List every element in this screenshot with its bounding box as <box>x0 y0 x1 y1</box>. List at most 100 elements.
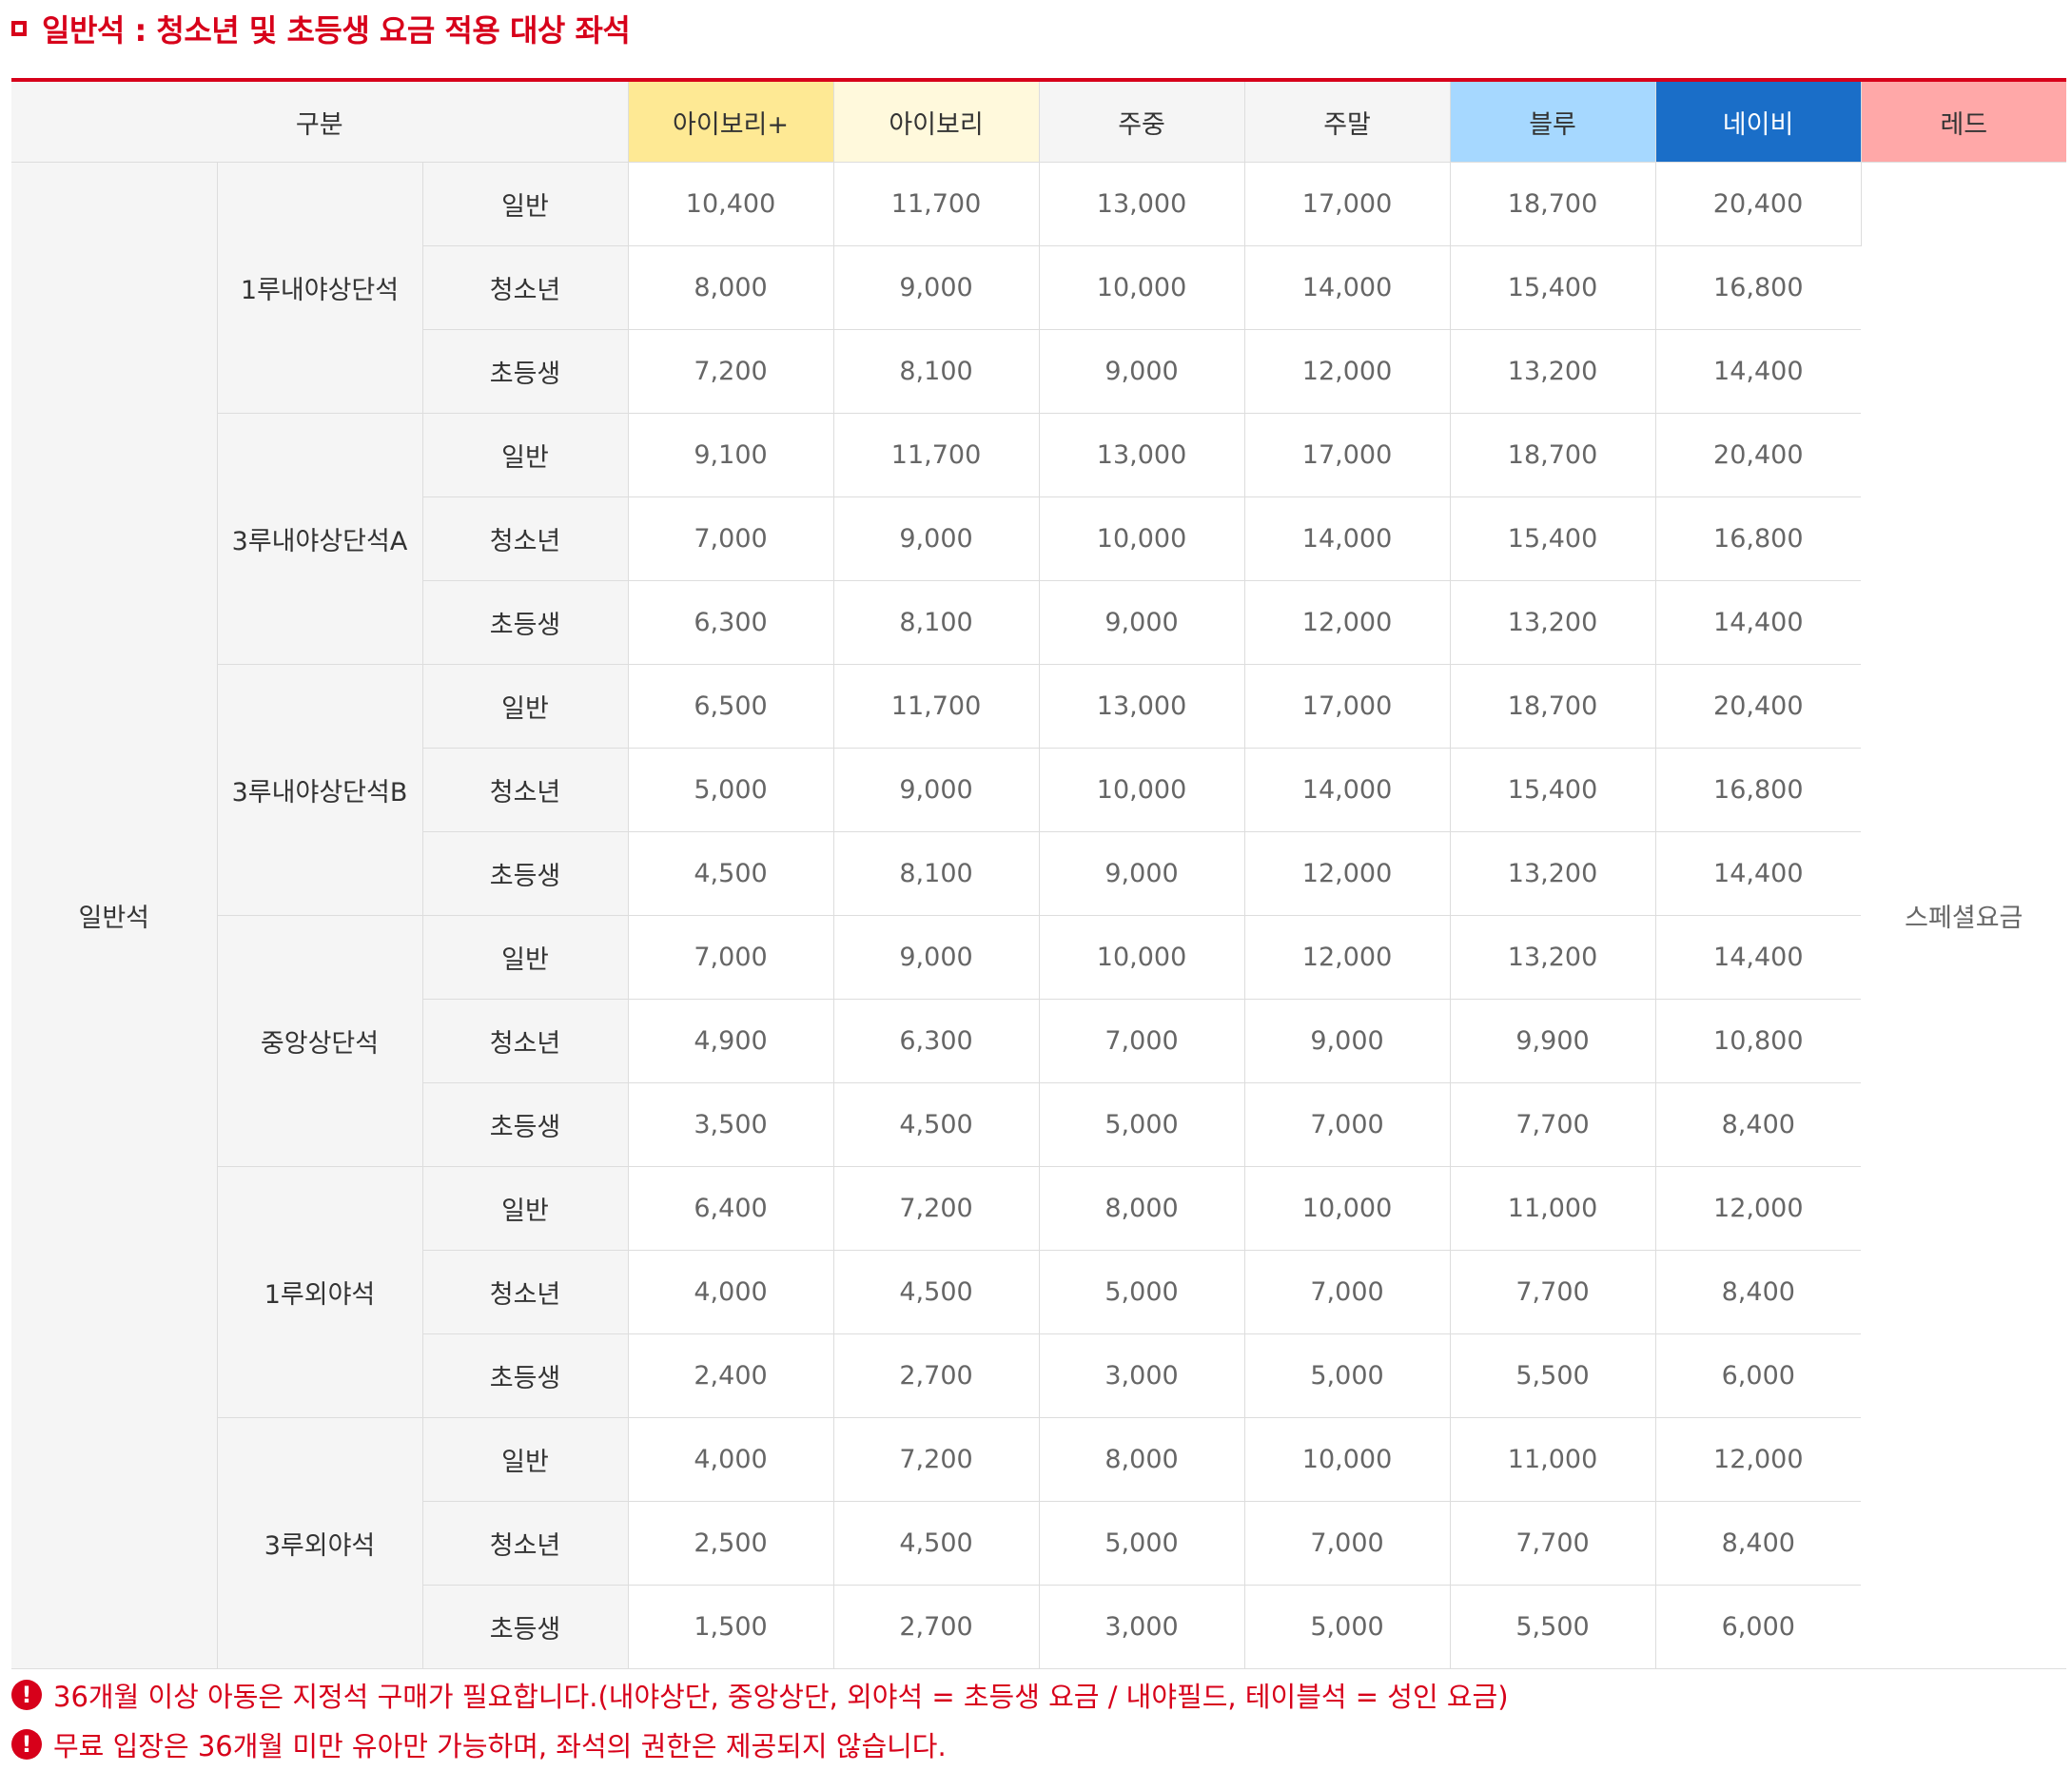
price-cell: 12,000 <box>1655 1417 1862 1502</box>
price-cell: 12,000 <box>1244 329 1451 414</box>
price-cell: 7,700 <box>1450 1250 1656 1334</box>
price-cell: 13,000 <box>1039 664 1245 749</box>
price-cell: 4,500 <box>833 1501 1040 1586</box>
table-row: 3루외야석 일반 4,000 7,200 8,000 10,000 11,000 12,000 <box>11 1417 2066 1669</box>
seat-category: 일반석 <box>11 162 218 1669</box>
ticket-type: 일반 <box>422 1166 629 1251</box>
ticket-type: 청소년 <box>422 496 629 581</box>
ticket-type: 청소년 <box>422 1501 629 1586</box>
price-cell: 5,000 <box>628 748 834 832</box>
price-cell: 10,000 <box>1039 245 1245 330</box>
price-cell: 14,400 <box>1655 915 1862 1000</box>
price-cell: 5,000 <box>1244 1585 1451 1669</box>
ticket-type: 일반 <box>422 1417 629 1502</box>
price-cell: 8,100 <box>833 580 1040 665</box>
price-cell: 15,400 <box>1450 245 1656 330</box>
header-tier-weekday: 주중 <box>1039 80 1245 163</box>
price-cell: 10,000 <box>1039 748 1245 832</box>
table-row: 초등생 6,300 8,100 9,000 12,000 13,200 14,400 <box>11 580 2066 665</box>
price-cell: 14,400 <box>1655 831 1862 916</box>
red-special-price: 스페셜요금 <box>1861 162 2067 1669</box>
price-cell: 8,400 <box>1655 1501 1862 1586</box>
price-cell: 8,000 <box>628 245 834 330</box>
price-cell: 7,000 <box>1244 1082 1451 1167</box>
ticket-type: 청소년 <box>422 999 629 1083</box>
ticket-type: 청소년 <box>422 748 629 832</box>
price-cell: 4,500 <box>833 1250 1040 1334</box>
price-cell: 1,500 <box>628 1585 834 1669</box>
price-cell: 17,000 <box>1244 664 1451 749</box>
price-cell: 9,100 <box>628 413 834 497</box>
price-cell: 18,700 <box>1450 162 1656 246</box>
price-cell: 15,400 <box>1450 496 1656 581</box>
ticket-type: 초등생 <box>422 1585 629 1669</box>
price-cell: 10,000 <box>1039 496 1245 581</box>
price-cell: 5,500 <box>1450 1333 1656 1418</box>
price-cell: 6,400 <box>628 1166 834 1251</box>
ticket-type: 초등생 <box>422 1082 629 1167</box>
seat-section: 1루외야석 <box>217 1166 423 1418</box>
price-cell: 7,000 <box>1039 999 1245 1083</box>
table-row: 중앙상단석 일반 7,000 9,000 10,000 12,000 13,200 14,40… <box>11 915 2066 1167</box>
price-cell: 9,000 <box>1039 329 1245 414</box>
price-cell: 11,700 <box>833 664 1040 749</box>
price-cell: 13,200 <box>1450 915 1656 1000</box>
price-cell: 12,000 <box>1244 580 1451 665</box>
price-cell: 18,700 <box>1450 664 1656 749</box>
seat-section: 3루내야상단석B <box>217 664 423 916</box>
price-cell: 8,100 <box>833 831 1040 916</box>
price-cell: 11,700 <box>833 413 1040 497</box>
table-row: 청소년 2,500 4,500 5,000 7,000 7,700 8,400 <box>11 1501 2066 1586</box>
table-row: 청소년 7,000 9,000 10,000 14,000 15,400 16,800 <box>11 496 2066 581</box>
price-cell: 10,000 <box>1244 1166 1451 1251</box>
ticket-type: 청소년 <box>422 1250 629 1334</box>
note-text: 36개월 이상 아동은 지정석 구매가 필요합니다.(내야상단, 중앙상단, 외… <box>53 1681 1509 1713</box>
price-cell: 13,000 <box>1039 413 1245 497</box>
price-cell: 2,700 <box>833 1333 1040 1418</box>
price-cell: 3,000 <box>1039 1585 1245 1669</box>
price-cell: 7,200 <box>833 1417 1040 1502</box>
header-tier-weekend: 주말 <box>1244 80 1451 163</box>
price-cell: 11,000 <box>1450 1417 1656 1502</box>
price-cell: 13,000 <box>1039 162 1245 246</box>
section-title: 일반석 : 청소년 및 초등생 요금 적용 대상 좌석 <box>11 4 631 53</box>
table-row: 초등생 7,200 8,100 9,000 12,000 13,200 14,400 <box>11 329 2066 414</box>
price-cell: 9,900 <box>1450 999 1656 1083</box>
table-header-row: 구분 아이보리+ 아이보리 주중 주말 블루 네이비 레드 <box>11 80 2067 163</box>
table-row: 3루내야상단석A 일반 9,100 11,700 13,000 17,000 18,700 2… <box>11 413 2066 665</box>
header-category: 구분 <box>11 80 629 163</box>
table-row: 초등생 4,500 8,100 9,000 12,000 13,200 14,400 <box>11 831 2066 916</box>
price-cell: 10,000 <box>1244 1417 1451 1502</box>
seat-section: 3루외야석 <box>217 1417 423 1669</box>
price-cell: 4,500 <box>833 1082 1040 1167</box>
price-cell: 12,000 <box>1244 831 1451 916</box>
price-cell: 4,000 <box>628 1250 834 1334</box>
exclamation-circle-icon: ! <box>11 1680 42 1710</box>
price-cell: 9,000 <box>833 915 1040 1000</box>
price-cell: 5,000 <box>1039 1082 1245 1167</box>
ticket-type: 청소년 <box>422 245 629 330</box>
ticket-type: 일반 <box>422 162 629 246</box>
header-tier-red: 레드 <box>1861 80 2067 163</box>
section-title-text: 일반석 : 청소년 및 초등생 요금 적용 대상 좌석 <box>42 12 631 49</box>
price-cell: 14,400 <box>1655 580 1862 665</box>
price-cell: 5,000 <box>1039 1250 1245 1334</box>
ticket-type: 일반 <box>422 413 629 497</box>
ticket-type: 일반 <box>422 664 629 749</box>
ticket-type: 초등생 <box>422 831 629 916</box>
price-cell: 9,000 <box>1244 999 1451 1083</box>
table-row: 청소년 8,000 9,000 10,000 14,000 15,400 16,800 <box>11 245 2066 330</box>
price-cell: 18,700 <box>1450 413 1656 497</box>
price-cell: 7,200 <box>628 329 834 414</box>
price-cell: 2,400 <box>628 1333 834 1418</box>
price-cell: 2,500 <box>628 1501 834 1586</box>
price-cell: 5,500 <box>1450 1585 1656 1669</box>
price-cell: 14,000 <box>1244 748 1451 832</box>
ticket-type: 초등생 <box>422 329 629 414</box>
price-cell: 7,000 <box>628 915 834 1000</box>
note-text: 무료 입장은 36개월 미만 유아만 가능하며, 좌석의 권한은 제공되지 않습… <box>53 1730 947 1762</box>
price-cell: 13,200 <box>1450 329 1656 414</box>
price-cell: 9,000 <box>833 245 1040 330</box>
price-cell: 11,700 <box>833 162 1040 246</box>
price-cell: 7,000 <box>1244 1250 1451 1334</box>
